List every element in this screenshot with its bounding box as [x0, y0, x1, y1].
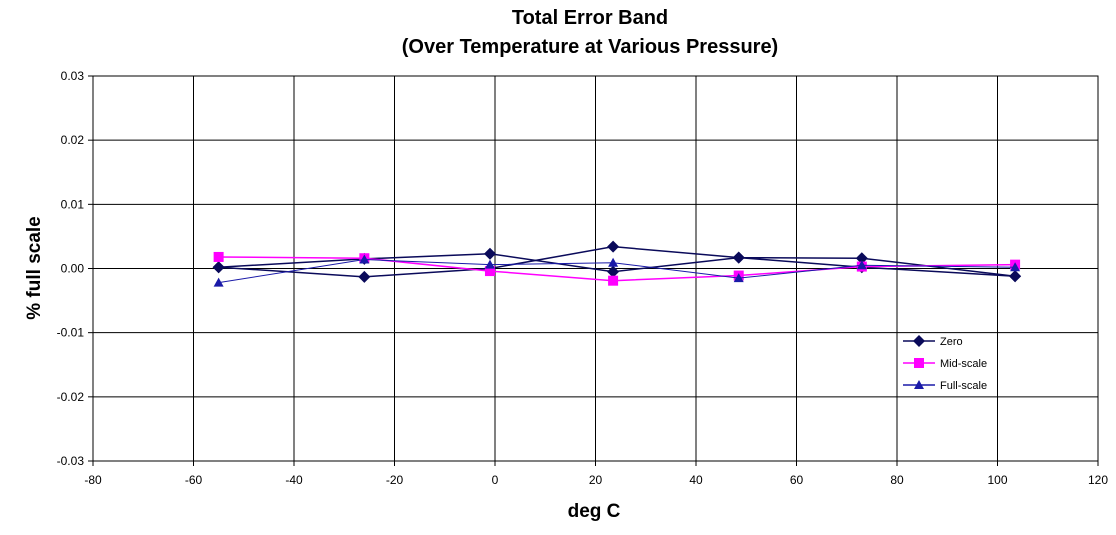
data-point-zero — [607, 265, 620, 278]
data-point-zero — [1009, 270, 1022, 283]
legend: Zero Mid-scale Full-scale — [903, 335, 987, 392]
x-tick-label: 80 — [890, 473, 904, 487]
data-point-zero — [212, 261, 225, 274]
data-point-mid-scale — [484, 266, 495, 277]
data-point-full-scale — [359, 254, 370, 264]
y-axis-ticks: 0.03 0.02 0.01 0.00 -0.01 -0.02 -0.03 — [57, 69, 93, 468]
x-axis-ticks: -80 -60 -40 -20 0 20 40 60 80 100 120 — [84, 461, 1108, 487]
data-point-zero — [483, 247, 496, 260]
legend-item-mid-scale: Mid-scale — [903, 358, 987, 370]
legend-swatch-marker — [914, 380, 924, 389]
x-tick-label: 0 — [492, 473, 499, 487]
y-tick-label: 0.02 — [61, 133, 85, 147]
y-tick-label: -0.03 — [57, 454, 85, 468]
chart-title: Total Error Band — [512, 7, 668, 29]
x-tick-label: -40 — [285, 473, 303, 487]
grid — [93, 76, 1098, 461]
legend-item-zero: Zero — [903, 335, 963, 348]
data-point-mid-scale — [213, 251, 224, 262]
y-tick-label: -0.01 — [57, 326, 85, 340]
y-tick-label: 0.01 — [61, 197, 85, 211]
y-tick-label: -0.02 — [57, 390, 85, 404]
legend-swatch-marker — [914, 358, 924, 368]
data-point-mid-scale — [608, 275, 619, 286]
series-full-scale — [213, 254, 1021, 287]
x-tick-label: -20 — [386, 473, 404, 487]
data-point-zero — [855, 252, 868, 265]
x-tick-label: -80 — [84, 473, 102, 487]
data-point-full-scale — [608, 257, 619, 267]
data-point-full-scale — [213, 277, 224, 287]
y-tick-label: 0.00 — [61, 262, 85, 276]
chart-subtitle: (Over Temperature at Various Pressure) — [402, 36, 778, 58]
x-tick-label: 120 — [1088, 473, 1108, 487]
legend-label: Mid-scale — [940, 358, 987, 370]
data-point-zero — [358, 270, 371, 283]
x-tick-label: 40 — [689, 473, 703, 487]
y-axis-title: % full scale — [24, 216, 45, 320]
x-tick-label: -60 — [185, 473, 203, 487]
x-tick-label: 100 — [987, 473, 1007, 487]
legend-label: Full-scale — [940, 380, 987, 392]
x-axis-title: deg C — [568, 501, 621, 522]
data-point-full-scale — [733, 273, 744, 283]
y-tick-label: 0.03 — [61, 69, 85, 83]
series — [212, 240, 1022, 287]
legend-label: Zero — [940, 336, 963, 348]
data-point-full-scale — [484, 259, 495, 269]
data-point-full-scale — [856, 260, 867, 270]
data-point-zero — [732, 251, 745, 264]
legend-item-full-scale: Full-scale — [903, 380, 987, 392]
legend-swatch-marker — [913, 335, 925, 347]
data-point-zero — [607, 240, 620, 253]
x-tick-label: 20 — [589, 473, 603, 487]
data-point-full-scale — [1010, 262, 1021, 272]
x-tick-label: 60 — [790, 473, 804, 487]
